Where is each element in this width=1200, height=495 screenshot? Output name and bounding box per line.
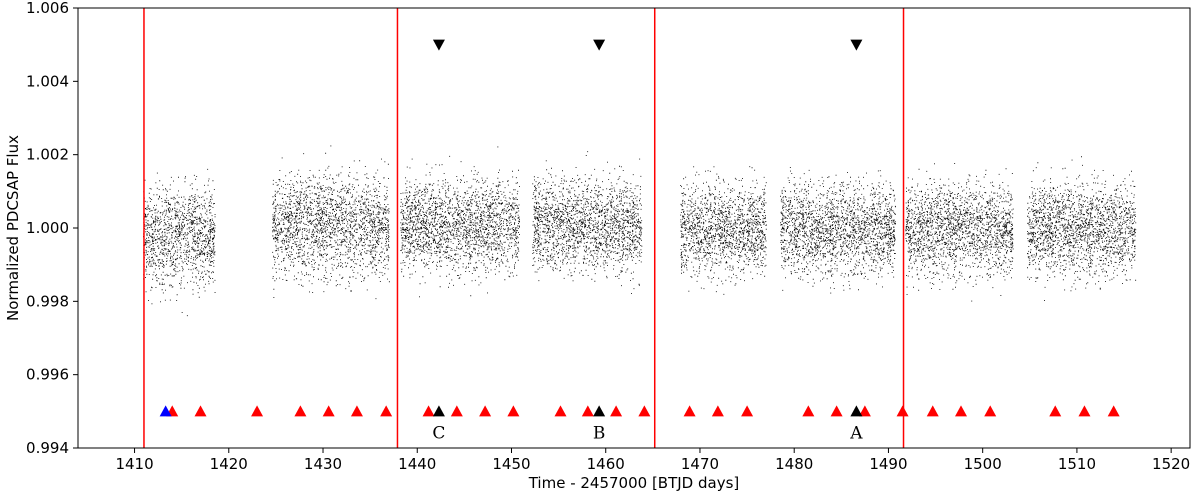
y-tick-label: 1.004 [26,72,69,90]
red-triangle-marker [638,405,651,417]
x-tick-label: 1510 [1058,455,1096,473]
sector-boundary-lines [143,8,905,448]
transit-label: A [849,423,863,443]
y-tick-label: 0.996 [26,366,69,384]
red-triangle-marker [802,405,815,417]
black-triangle-marker [432,405,445,417]
red-triangle-marker [955,405,968,417]
plot-frame [77,7,1191,449]
flux-points [143,145,1137,317]
transit-label: B [593,423,606,443]
x-tick-label: 1480 [775,455,813,473]
y-tick-label: 1.002 [26,146,69,164]
red-triangle-marker [1107,405,1120,417]
red-triangle-marker [1078,405,1091,417]
black-triangle-marker [593,405,606,417]
flux-scatter [143,145,1137,317]
red-triangle-marker [1049,405,1062,417]
red-triangle-marker [380,405,393,417]
red-triangle-marker [507,405,520,417]
black-down-triangle-marker [850,39,863,51]
red-triangle-marker [926,405,939,417]
x-tick-label: 1490 [869,455,907,473]
red-triangle-marker [194,405,207,417]
black-down-triangle-marker [593,39,606,51]
transit-label: C [432,423,445,443]
x-axis-label: Time - 2457000 [BTJD days] [528,474,740,492]
y-tick-label: 0.998 [26,292,69,310]
red-triangle-marker [830,405,843,417]
red-triangle-marker [251,405,264,417]
y-axis-label: Normalized PDCSAP Flux [4,135,22,321]
x-tick-label: 1460 [587,455,625,473]
x-tick-label: 1520 [1152,455,1190,473]
x-tick-label: 1440 [398,455,436,473]
red-triangle-marker [711,405,724,417]
red-triangle-marker [858,405,871,417]
red-triangle-marker [322,405,335,417]
red-triangle-marker [581,405,594,417]
red-triangle-marker [741,405,754,417]
y-tick-label: 1.006 [26,0,69,17]
red-triangle-marker [984,405,997,417]
red-triangle-marker [610,405,623,417]
red-triangle-marker [479,405,492,417]
y-axis-ticks: 0.994 0.996 0.998 1.000 1.002 1.004 1.006 [26,0,78,457]
black-triangle-marker [850,405,863,417]
x-tick-label: 1410 [115,455,153,473]
red-triangle-marker [683,405,696,417]
red-triangle-marker [350,405,363,417]
red-triangle-marker [450,405,463,417]
x-tick-label: 1420 [210,455,248,473]
x-tick-label: 1450 [492,455,530,473]
x-axis-ticks: 1410 1420 1430 1440 1450 1460 1470 1480 1490 1500… [115,448,1190,473]
x-tick-label: 1470 [681,455,719,473]
red-triangle-marker [422,405,435,417]
blue-triangle-marker [159,405,172,417]
x-tick-label: 1500 [964,455,1002,473]
x-tick-label: 1430 [304,455,342,473]
black-down-triangle-marker [432,39,445,51]
red-triangle-marker [896,405,909,417]
y-tick-label: 1.000 [26,219,69,237]
red-triangle-marker [554,405,567,417]
y-tick-label: 0.994 [26,439,69,457]
red-triangle-marker [294,405,307,417]
